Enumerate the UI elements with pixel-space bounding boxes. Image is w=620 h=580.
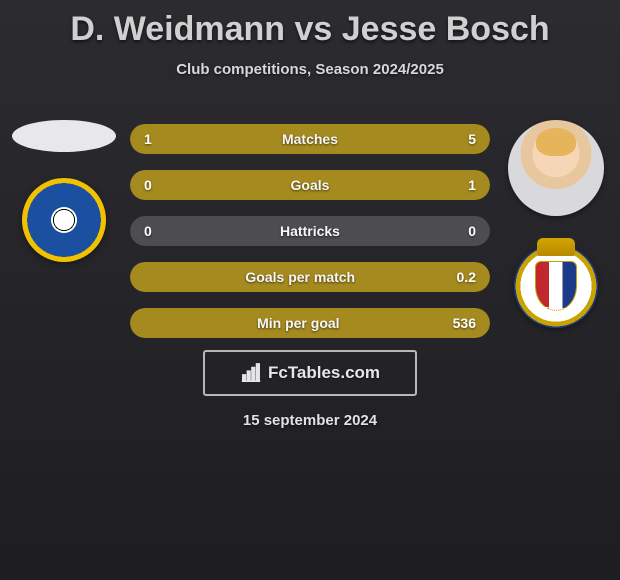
stat-left-value: 0 [144, 177, 152, 193]
stat-right-value: 0.2 [457, 269, 476, 285]
player-photo-left [12, 120, 116, 152]
left-player-column [8, 120, 120, 262]
soccer-ball-icon [51, 207, 77, 233]
stat-label: Goals [291, 177, 330, 193]
stat-left-value: 1 [144, 131, 152, 147]
brand-label: FcTables.com [268, 363, 380, 383]
shield-icon [535, 261, 577, 311]
stat-row: Min per goal 536 [130, 308, 490, 338]
brand-badge: FcTables.com [203, 350, 417, 396]
club-city-label: Tilburg [514, 307, 598, 314]
stat-label: Goals per match [245, 269, 355, 285]
stat-row: 1 Matches 5 [130, 124, 490, 154]
page-subtitle: Club competitions, Season 2024/2025 [0, 61, 620, 78]
player-photo-right [508, 120, 604, 216]
stat-label: Hattricks [280, 223, 340, 239]
stat-row: 0 Goals 1 [130, 170, 490, 200]
stat-label: Matches [282, 131, 338, 147]
stats-panel: 1 Matches 5 0 Goals 1 0 Hattricks 0 Goals per mat… [130, 124, 490, 354]
date-label: 15 september 2024 [0, 412, 620, 429]
right-player-column: Tilburg [500, 120, 612, 328]
stat-row: Goals per match 0.2 [130, 262, 490, 292]
club-badge-right: Tilburg [514, 244, 598, 328]
stat-label: Min per goal [257, 315, 339, 331]
stat-right-value: 5 [468, 131, 476, 147]
stat-right-value: 1 [468, 177, 476, 193]
stat-right-value: 0 [468, 223, 476, 239]
stat-left-value: 0 [144, 223, 152, 239]
bar-chart-icon [240, 362, 262, 384]
stat-right-value: 536 [453, 315, 476, 331]
club-badge-left [22, 178, 106, 262]
stat-row: 0 Hattricks 0 [130, 216, 490, 246]
page-title: D. Weidmann vs Jesse Bosch [0, 0, 620, 49]
